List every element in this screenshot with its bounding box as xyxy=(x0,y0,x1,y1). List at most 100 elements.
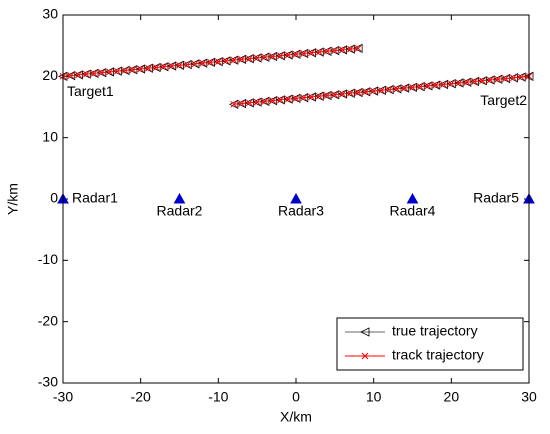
marker xyxy=(230,56,238,64)
marker xyxy=(199,59,207,67)
marker xyxy=(308,93,315,101)
marker xyxy=(269,53,277,60)
marker xyxy=(292,50,300,58)
marker xyxy=(238,56,245,63)
marker xyxy=(284,51,292,59)
x-tick-label: 30 xyxy=(521,389,537,405)
marker xyxy=(137,65,145,73)
marker xyxy=(315,92,323,100)
plot-border xyxy=(62,14,530,384)
radar-marker xyxy=(406,192,419,204)
marker xyxy=(82,70,90,78)
marker xyxy=(354,89,362,96)
x-tick-label: -20 xyxy=(131,389,151,405)
marker xyxy=(463,78,471,86)
x-tick-label: 20 xyxy=(444,389,460,405)
marker xyxy=(385,86,393,93)
marker xyxy=(214,58,222,65)
marker xyxy=(339,46,346,54)
marker xyxy=(129,66,137,74)
marker xyxy=(160,63,168,71)
marker xyxy=(121,67,129,74)
marker xyxy=(284,95,292,103)
marker xyxy=(432,81,440,89)
marker xyxy=(277,96,284,104)
legend-label: true trajectory xyxy=(392,323,478,339)
x-tick-label: -30 xyxy=(53,389,73,405)
marker xyxy=(253,54,261,62)
marker xyxy=(253,98,261,106)
y-tick-label: -30 xyxy=(38,374,58,390)
x-tick-label: 0 xyxy=(292,389,300,405)
marker xyxy=(424,82,432,90)
y-tick-label: -10 xyxy=(38,251,58,267)
marker xyxy=(246,55,253,63)
radar-label: Radar5 xyxy=(473,190,519,206)
marker xyxy=(145,64,152,72)
marker xyxy=(261,98,269,105)
marker xyxy=(401,84,409,92)
marker xyxy=(90,70,98,77)
marker xyxy=(331,47,339,54)
marker xyxy=(354,45,362,52)
radar-label: Radar4 xyxy=(390,203,436,219)
marker xyxy=(455,79,463,87)
marker xyxy=(378,86,385,94)
marker xyxy=(416,83,424,90)
target-label: Target1 xyxy=(67,83,114,99)
legend-label: track trajectory xyxy=(392,347,484,363)
y-tick-label: 10 xyxy=(42,128,58,144)
marker xyxy=(114,67,121,75)
marker xyxy=(222,57,230,65)
marker xyxy=(370,87,378,95)
radar-label: Radar2 xyxy=(157,203,203,219)
marker xyxy=(479,77,486,85)
marker xyxy=(300,94,308,102)
marker xyxy=(347,45,354,53)
marker xyxy=(308,49,315,57)
marker xyxy=(494,75,502,83)
marker xyxy=(323,47,331,55)
y-tick-label: 0 xyxy=(50,190,58,206)
marker xyxy=(447,80,455,88)
marker xyxy=(486,76,494,84)
marker xyxy=(502,75,510,82)
marker xyxy=(207,58,214,66)
marker xyxy=(300,50,308,57)
marker xyxy=(440,81,447,88)
marker xyxy=(183,61,191,68)
legend-box xyxy=(336,317,524,371)
marker xyxy=(323,92,331,99)
x-axis-label: X/km xyxy=(280,409,312,425)
marker xyxy=(98,69,106,77)
radar-label: Radar1 xyxy=(72,190,118,206)
marker xyxy=(277,52,284,60)
target-label: Target2 xyxy=(480,92,527,108)
marker xyxy=(67,72,75,79)
legend-marker xyxy=(360,327,370,337)
marker xyxy=(168,62,176,70)
marker xyxy=(292,95,300,102)
y-tick-label: -20 xyxy=(38,312,58,328)
marker xyxy=(353,43,363,54)
marker xyxy=(269,97,277,104)
y-tick-label: 20 xyxy=(42,67,58,83)
marker xyxy=(510,74,517,82)
radar-marker xyxy=(290,192,302,204)
marker xyxy=(393,85,401,93)
marker xyxy=(75,71,82,79)
radar-label: Radar3 xyxy=(278,203,324,219)
marker xyxy=(347,89,354,97)
y-tick-label: 30 xyxy=(42,6,58,22)
marker xyxy=(471,78,478,85)
marker xyxy=(331,91,339,99)
radar-marker xyxy=(173,192,186,204)
marker xyxy=(176,61,183,69)
marker xyxy=(409,84,416,91)
y-axis-label: Y/km xyxy=(5,183,21,215)
marker xyxy=(106,68,113,76)
marker xyxy=(339,90,346,98)
marker xyxy=(230,100,238,108)
marker xyxy=(517,73,525,81)
